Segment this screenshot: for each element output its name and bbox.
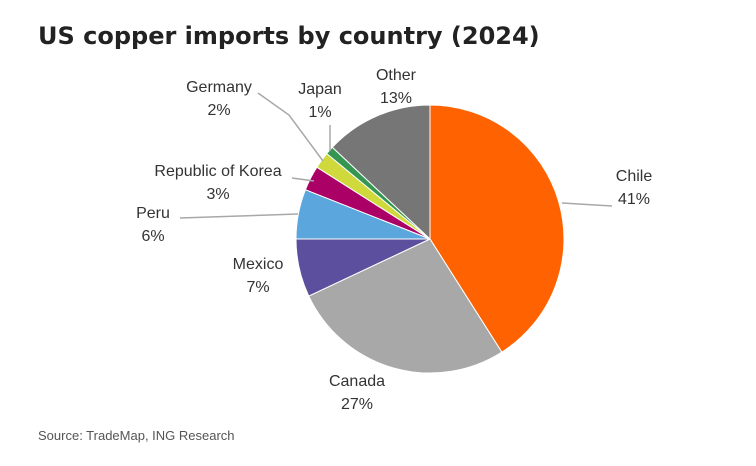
pie-slice-other: [331, 104, 431, 241]
leader-line-peru: [179, 213, 299, 219]
pie-slices: [295, 104, 565, 374]
slice-value-chile: 41%: [618, 191, 650, 208]
slice-label-mexico: Mexico: [233, 256, 284, 273]
pie-slice-canada: [308, 238, 503, 374]
slice-value-japan: 1%: [308, 104, 331, 121]
slice-value-mexico: 7%: [246, 279, 269, 296]
slice-value-peru: 6%: [141, 228, 164, 245]
slice-value-germany: 2%: [207, 102, 230, 119]
slice-value-republic-of-korea: 3%: [206, 186, 229, 203]
slice-label-chile: Chile: [616, 168, 653, 185]
slice-label-canada: Canada: [329, 373, 385, 390]
slice-label-germany: Germany: [186, 79, 252, 96]
leader-lines: [179, 92, 613, 219]
slice-labels: Chile 41% Canada 27% Mexico 7% Peru 6% Republic …: [136, 67, 652, 413]
leader-line-germany: [257, 92, 324, 162]
slice-label-peru: Peru: [136, 205, 170, 222]
slice-value-other: 13%: [380, 90, 412, 107]
slice-value-canada: 27%: [341, 396, 373, 413]
chart-title: US copper imports by country (2024): [38, 22, 540, 50]
source-note: Source: TradeMap, ING Research: [38, 428, 235, 443]
leader-line-republic-of-korea: [291, 177, 315, 182]
slice-label-republic-of-korea: Republic of Korea: [154, 163, 281, 180]
leader-line-chile: [561, 202, 613, 207]
pie-slice-chile: [429, 104, 565, 353]
slice-label-other: Other: [376, 67, 417, 84]
slice-label-japan: Japan: [298, 81, 342, 98]
